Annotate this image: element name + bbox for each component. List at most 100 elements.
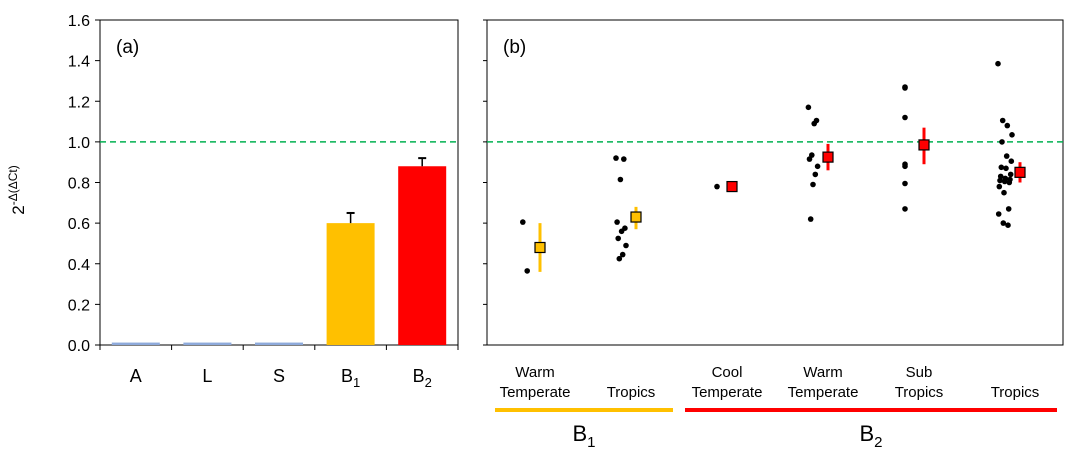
data-point bbox=[1003, 165, 1009, 172]
group-label-line1: Warm bbox=[803, 364, 842, 381]
data-point bbox=[1000, 220, 1007, 226]
data-point bbox=[814, 163, 821, 170]
group-bracket-main: B bbox=[859, 421, 874, 446]
bar bbox=[326, 223, 375, 345]
panel-b: Warm Temperate Tropics Cool Temperate Warm Tem… bbox=[483, 19, 1064, 449]
x-category-label: L bbox=[202, 366, 212, 386]
data-point bbox=[619, 251, 626, 258]
data-point bbox=[613, 155, 619, 161]
mean-marker bbox=[918, 139, 930, 151]
mean-marker bbox=[630, 211, 642, 223]
x-category-main: A bbox=[130, 366, 142, 386]
data-point bbox=[621, 156, 627, 162]
x-category-subscript: 2 bbox=[425, 375, 432, 390]
data-point bbox=[812, 171, 819, 178]
data-point bbox=[811, 120, 817, 127]
data-point bbox=[614, 219, 620, 225]
bar bbox=[255, 342, 303, 345]
panel-a: 0.00.20.40.60.81.01.21.41.62-Δ(ΔCt)A L S B1… bbox=[6, 13, 459, 390]
group-label-line2: Temperate bbox=[692, 384, 763, 401]
data-point bbox=[524, 268, 530, 274]
x-category-main: B bbox=[413, 366, 425, 386]
y-axis-label-exponent: -Δ(ΔCt) bbox=[6, 165, 20, 205]
data-point bbox=[520, 219, 526, 225]
data-point bbox=[1009, 132, 1015, 138]
y-tick-label-a: 0.0 bbox=[68, 338, 90, 355]
data-point bbox=[1006, 179, 1013, 186]
y-tick-label-a: 0.2 bbox=[68, 297, 90, 314]
group-bracket-label: B2 bbox=[859, 421, 882, 449]
x-category-label: S bbox=[273, 366, 285, 386]
mean-marker bbox=[726, 180, 738, 193]
data-point bbox=[902, 85, 908, 91]
y-tick-label-a: 0.6 bbox=[68, 216, 90, 233]
x-category-label: B1 bbox=[341, 366, 360, 390]
bar bbox=[398, 166, 447, 345]
data-point bbox=[902, 163, 908, 170]
data-point bbox=[996, 183, 1003, 190]
bar bbox=[111, 342, 160, 345]
group-bracket-label: B1 bbox=[572, 421, 595, 449]
group-label-line1: Cool bbox=[712, 364, 743, 381]
group-label-line1: Warm bbox=[515, 364, 554, 381]
data-point bbox=[1003, 153, 1010, 159]
data-point bbox=[995, 60, 1001, 67]
y-tick-label-a: 0.4 bbox=[68, 257, 90, 274]
bar bbox=[183, 342, 232, 345]
group-label-line2: Tropics bbox=[607, 384, 656, 401]
panel-label-a: (a) bbox=[116, 37, 139, 58]
data-point bbox=[1001, 189, 1007, 196]
group-label-line2: Tropics bbox=[991, 384, 1040, 401]
data-point bbox=[1004, 122, 1011, 129]
data-point bbox=[616, 255, 623, 262]
panel-label-b: (b) bbox=[503, 37, 526, 58]
group-bracket-subscript: 1 bbox=[587, 434, 595, 449]
data-point bbox=[618, 228, 625, 235]
x-category-label: A bbox=[130, 366, 142, 386]
x-category-main: B bbox=[341, 366, 353, 386]
x-category-subscript: 1 bbox=[353, 375, 360, 390]
mean-marker bbox=[1014, 166, 1026, 178]
data-point bbox=[995, 211, 1002, 217]
group-label-line2: Tropics bbox=[895, 384, 944, 401]
data-point bbox=[617, 176, 624, 183]
plot-frame-b bbox=[486, 19, 1064, 346]
data-point bbox=[623, 242, 629, 249]
data-point bbox=[998, 164, 1005, 171]
data-point bbox=[997, 177, 1003, 184]
x-category-main: S bbox=[273, 366, 285, 386]
y-tick-label-a: 0.8 bbox=[68, 176, 90, 193]
data-point bbox=[999, 139, 1005, 145]
data-point bbox=[999, 117, 1006, 124]
data-point bbox=[810, 181, 816, 188]
data-point bbox=[902, 206, 908, 212]
group-bracket-subscript: 2 bbox=[874, 434, 882, 449]
data-point bbox=[902, 180, 908, 187]
data-point bbox=[1001, 178, 1008, 185]
y-tick-label-a: 1.6 bbox=[68, 13, 90, 30]
mean-marker bbox=[822, 151, 834, 163]
data-point bbox=[805, 104, 812, 111]
group-label-line2: Temperate bbox=[788, 384, 859, 401]
mean-marker bbox=[534, 241, 546, 254]
data-point bbox=[1008, 158, 1015, 164]
data-point bbox=[714, 183, 720, 190]
y-axis-label: 2-Δ(ΔCt) bbox=[6, 165, 28, 215]
group-label-line2: Temperate bbox=[500, 384, 571, 401]
y-tick-label-a: 1.0 bbox=[68, 135, 90, 152]
data-point bbox=[615, 235, 621, 242]
data-point bbox=[1007, 171, 1014, 178]
data-point bbox=[806, 156, 813, 162]
group-label-line1: Sub bbox=[906, 364, 933, 381]
group-bracket-main: B bbox=[572, 421, 587, 446]
y-tick-label-a: 1.2 bbox=[68, 94, 90, 111]
x-category-main: L bbox=[202, 366, 212, 386]
x-category-label: B2 bbox=[413, 366, 432, 390]
data-point bbox=[1005, 206, 1012, 212]
y-axis-label-base: 2 bbox=[9, 205, 28, 214]
y-tick-label-a: 1.4 bbox=[68, 54, 90, 71]
data-point bbox=[1005, 222, 1011, 228]
data-point bbox=[807, 216, 814, 222]
data-point bbox=[902, 114, 908, 121]
